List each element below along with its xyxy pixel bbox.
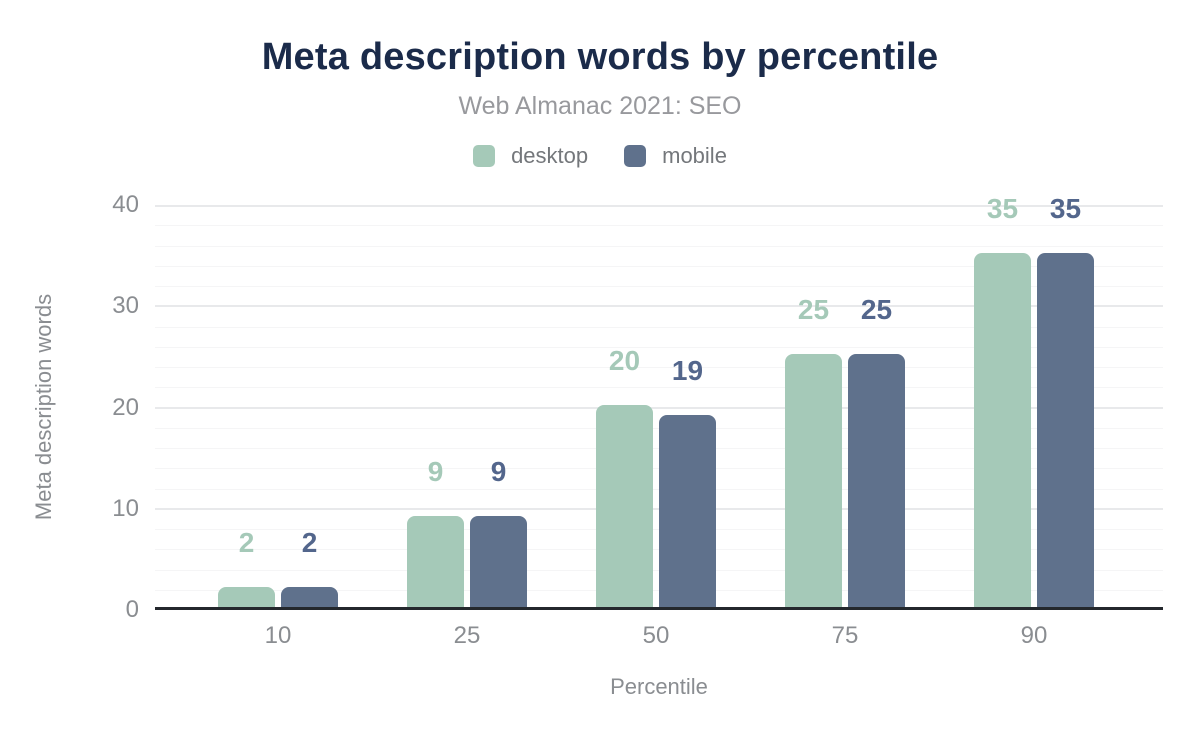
legend-label-mobile: mobile bbox=[662, 143, 727, 168]
bar-desktop-p50[interactable] bbox=[596, 404, 653, 607]
data-label-desktop-p75: 25 bbox=[797, 293, 830, 325]
legend: desktop mobile bbox=[0, 143, 1200, 169]
bar-desktop-p10[interactable] bbox=[218, 586, 275, 607]
gridline-36 bbox=[155, 245, 1163, 247]
data-label-mobile-p50: 19 bbox=[671, 354, 704, 386]
plot-area: 0 10 20 30 40 2 2 10 9 9 25 20 19 50 25 25 75 35 35 90 bbox=[112, 192, 1163, 649]
y-tick-label-40: 40 bbox=[112, 191, 139, 218]
gridline-34 bbox=[155, 265, 1163, 267]
data-label-desktop-p25: 9 bbox=[427, 455, 444, 487]
bar-mobile-p10[interactable] bbox=[281, 586, 338, 607]
data-label-desktop-p50: 20 bbox=[608, 344, 641, 376]
bar-group-p10: 2 2 10 bbox=[218, 202, 338, 649]
gridline-24 bbox=[155, 367, 1163, 368]
gridline-20 bbox=[155, 406, 1163, 409]
mobile-series-swatch bbox=[624, 145, 647, 167]
y-tick-label-10: 10 bbox=[112, 494, 139, 522]
gridline-28 bbox=[155, 326, 1163, 328]
legend-item-mobile[interactable]: mobile bbox=[624, 143, 727, 169]
data-label-mobile-p90: 35 bbox=[1049, 192, 1082, 224]
bar-desktop-p75[interactable] bbox=[785, 353, 842, 607]
data-label-mobile-p75: 25 bbox=[860, 293, 893, 325]
y-tick-label-30: 30 bbox=[112, 292, 139, 320]
bar-mobile-p90[interactable] bbox=[1037, 252, 1094, 607]
gridline-32 bbox=[155, 286, 1163, 287]
desktop-series-swatch bbox=[473, 145, 496, 167]
chart-subtitle: Web Almanac 2021: SEO bbox=[458, 92, 742, 120]
bar-mobile-p25[interactable] bbox=[470, 515, 527, 607]
x-tick-label-10: 10 bbox=[264, 622, 292, 649]
data-label-mobile-p10: 2 bbox=[301, 526, 318, 558]
gridline-22 bbox=[155, 387, 1163, 389]
x-tick-label-50: 50 bbox=[642, 622, 670, 649]
y-tick-label-20: 20 bbox=[112, 393, 139, 421]
data-label-desktop-p10: 2 bbox=[238, 526, 255, 558]
legend-label-desktop: desktop bbox=[511, 143, 589, 168]
data-label-mobile-p25: 9 bbox=[490, 455, 507, 487]
bar-mobile-p75[interactable] bbox=[848, 353, 905, 607]
y-axis-title: Meta description words bbox=[31, 293, 56, 521]
bar-group-p25: 9 9 25 bbox=[407, 202, 527, 649]
bar-group-p50: 20 19 50 bbox=[596, 202, 716, 649]
legend-item-desktop[interactable]: desktop bbox=[473, 143, 588, 169]
bar-group-p90: 35 35 90 bbox=[974, 194, 1094, 649]
bar-mobile-p50[interactable] bbox=[659, 414, 716, 607]
gridline-26 bbox=[155, 346, 1163, 348]
x-axis-title: Percentile bbox=[610, 674, 708, 699]
x-tick-label-25: 25 bbox=[453, 622, 481, 649]
bar-desktop-p25[interactable] bbox=[407, 515, 464, 607]
bar-desktop-p90[interactable] bbox=[974, 252, 1031, 607]
data-label-desktop-p90: 35 bbox=[986, 192, 1019, 224]
bar-group-p75: 25 25 75 bbox=[785, 202, 905, 649]
gridline-40 bbox=[155, 205, 1163, 207]
x-tick-label-75: 75 bbox=[831, 622, 859, 649]
y-tick-label-0: 0 bbox=[125, 596, 139, 623]
gridline-30 bbox=[155, 305, 1163, 308]
gridline-38 bbox=[155, 225, 1163, 227]
chart-title: Meta description words by percentile bbox=[261, 36, 939, 78]
x-tick-label-90: 90 bbox=[1020, 622, 1048, 649]
